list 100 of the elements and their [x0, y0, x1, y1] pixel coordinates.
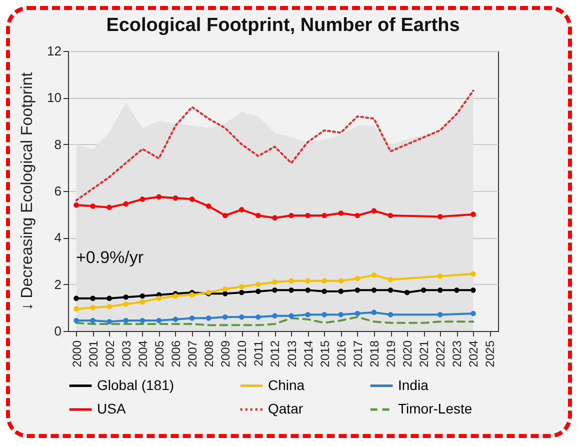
point: [454, 288, 460, 293]
point: [404, 290, 410, 296]
point: [354, 288, 360, 293]
x-tick-label: 2020: [400, 340, 415, 368]
y-axis-title: ↓ Decreasing Ecological Footprint: [19, 72, 36, 311]
point: [106, 296, 112, 301]
point: [239, 284, 244, 290]
point: [172, 316, 178, 322]
point: [256, 282, 261, 287]
point: [470, 310, 476, 316]
point: [106, 319, 112, 324]
point: [437, 214, 443, 220]
point: [354, 276, 360, 282]
y-tick-label: 4: [54, 230, 62, 246]
x-tick-label: 2001: [86, 340, 100, 368]
point: [305, 288, 310, 293]
point: [338, 278, 344, 284]
line-series: [75, 90, 474, 202]
x-tick-label: 2021: [417, 340, 432, 368]
point: [74, 306, 79, 312]
point: [288, 212, 294, 218]
y-tick-label: 6: [54, 184, 62, 198]
point: [354, 212, 360, 218]
x-tick-label: 2024: [466, 340, 481, 368]
point: [388, 212, 394, 218]
x-tick-label: 2015: [318, 340, 332, 368]
point: [256, 288, 261, 294]
point: [371, 310, 377, 315]
point: [388, 312, 394, 318]
x-tick-label: 2013: [284, 340, 299, 368]
point: [322, 212, 327, 218]
x-tick-label: 2022: [434, 340, 448, 368]
point: [305, 312, 310, 318]
point: [322, 288, 327, 294]
point: [74, 296, 79, 301]
point: [156, 194, 162, 200]
point: [272, 288, 278, 293]
point: [272, 279, 278, 285]
point: [354, 310, 360, 316]
x-tick-label: 2009: [218, 340, 233, 368]
annotation: +0.9%/yr: [76, 248, 144, 268]
point: [140, 318, 146, 324]
point: [371, 208, 377, 214]
point: [140, 299, 146, 304]
point: [123, 302, 129, 307]
point: [420, 288, 426, 293]
x-tick-label: 2017: [350, 340, 365, 368]
point: [222, 286, 228, 292]
x-tick-label: 2004: [136, 340, 150, 368]
point: [189, 196, 195, 202]
x-tick-label: 2023: [450, 340, 464, 368]
x-tick-label: 2002: [102, 340, 117, 368]
point: [123, 294, 129, 300]
point: [288, 313, 294, 318]
point: [272, 215, 278, 220]
x-tick-label: 2005: [152, 340, 166, 368]
x-tick-label: 2011: [252, 340, 266, 366]
point: [322, 278, 327, 284]
point: [206, 316, 212, 321]
point: [90, 305, 96, 310]
point: [123, 201, 129, 206]
x-tick-label: 2010: [235, 340, 250, 368]
y-tick-label: 12: [47, 44, 62, 58]
y-tick-label: 8: [54, 136, 62, 152]
legend-label: China: [268, 376, 305, 393]
point: [338, 288, 344, 294]
point: [106, 204, 112, 210]
x-tick-label: 2003: [119, 340, 134, 368]
legend-label: Qatar: [268, 400, 304, 416]
x-tick-label: 2025: [483, 340, 498, 368]
point: [106, 304, 112, 310]
point: [371, 272, 377, 278]
point: [470, 271, 476, 276]
x-tick-label: 2018: [367, 340, 382, 368]
point: [172, 195, 178, 201]
point: [470, 288, 476, 293]
x-tick-label: 2019: [384, 340, 398, 368]
point: [437, 312, 443, 318]
point: [123, 318, 129, 324]
point: [189, 316, 195, 321]
point: [371, 288, 377, 293]
x-tick-label: 2016: [334, 340, 348, 368]
point: [74, 202, 79, 208]
point: [222, 212, 228, 218]
point: [470, 212, 476, 217]
x-tick-label: 2008: [202, 340, 216, 368]
x-tick-label: 2007: [186, 340, 200, 368]
x-tick-label: 2014: [301, 340, 316, 368]
point: [239, 314, 244, 320]
legend-label: USA: [97, 400, 126, 416]
point: [388, 288, 394, 293]
point: [140, 293, 146, 299]
point: [288, 278, 294, 284]
point: [322, 312, 327, 318]
point: [156, 318, 162, 324]
point: [437, 274, 443, 279]
point: [172, 293, 178, 299]
point: [90, 204, 96, 209]
legend-label: India: [398, 376, 429, 393]
point: [338, 312, 344, 318]
